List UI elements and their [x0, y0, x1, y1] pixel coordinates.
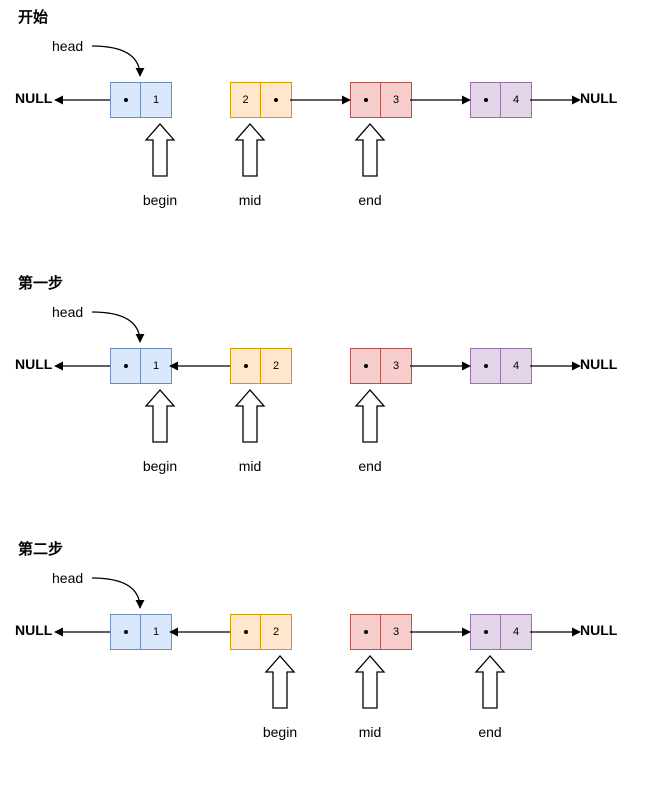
- node-pointer-cell: [261, 83, 291, 117]
- list-node: 4: [470, 348, 532, 384]
- null-left: NULL: [15, 90, 52, 106]
- dot-icon: [124, 630, 128, 634]
- arrows-overlay: [0, 4, 668, 264]
- head-label: head: [52, 304, 83, 320]
- node-value: 3: [381, 349, 411, 383]
- node-value: 4: [501, 615, 531, 649]
- node-value: 2: [261, 349, 291, 383]
- pointer-arrow-icon: [356, 124, 384, 176]
- dot-icon: [484, 364, 488, 368]
- dot-icon: [244, 630, 248, 634]
- null-right: NULL: [580, 622, 617, 638]
- node-value: 3: [381, 83, 411, 117]
- node-pointer-cell: [111, 83, 141, 117]
- node-pointer-cell: [471, 615, 501, 649]
- pointer-arrow-icon: [146, 390, 174, 442]
- panel-title: 第二步: [18, 538, 63, 559]
- pointer-label: end: [345, 458, 395, 474]
- panel-0: 开始head NULL NULL 1 2 3 4 begin mid end: [0, 4, 668, 264]
- dot-icon: [274, 98, 278, 102]
- pointer-arrow-icon: [236, 390, 264, 442]
- dot-icon: [364, 98, 368, 102]
- list-node: 4: [470, 614, 532, 650]
- node-value: 3: [381, 615, 411, 649]
- head-arrow: [92, 312, 140, 342]
- panel-title: 第一步: [18, 272, 63, 293]
- list-node: 3: [350, 348, 412, 384]
- pointer-label: end: [465, 724, 515, 740]
- node-pointer-cell: [351, 83, 381, 117]
- node-value: 4: [501, 349, 531, 383]
- panel-1: 第一步 head NULL NULL 1 2 3 4 begin mid end: [0, 270, 668, 530]
- node-value: 1: [141, 83, 171, 117]
- node-value: 1: [141, 615, 171, 649]
- dot-icon: [484, 98, 488, 102]
- pointer-arrow-icon: [146, 124, 174, 176]
- node-value: 4: [501, 83, 531, 117]
- pointer-arrow-icon: [356, 656, 384, 708]
- list-node: 3: [350, 614, 412, 650]
- panel-2: 第二步 head NULL NULL 1 2 3 4 begin mid end: [0, 536, 668, 796]
- node-pointer-cell: [231, 349, 261, 383]
- node-pointer-cell: [351, 615, 381, 649]
- dot-icon: [364, 630, 368, 634]
- head-label: head: [52, 38, 83, 54]
- node-pointer-cell: [111, 615, 141, 649]
- pointer-label: mid: [225, 192, 275, 208]
- pointer-label: mid: [345, 724, 395, 740]
- pointer-label: begin: [255, 724, 305, 740]
- list-node: 4: [470, 82, 532, 118]
- pointer-label: end: [345, 192, 395, 208]
- node-pointer-cell: [111, 349, 141, 383]
- node-value: 1: [141, 349, 171, 383]
- node-pointer-cell: [231, 615, 261, 649]
- null-right: NULL: [580, 90, 617, 106]
- head-arrow: [92, 578, 140, 608]
- node-pointer-cell: [351, 349, 381, 383]
- list-node: 2: [230, 82, 292, 118]
- dot-icon: [364, 364, 368, 368]
- list-node: 1: [110, 614, 172, 650]
- node-pointer-cell: [471, 349, 501, 383]
- node-value: 2: [261, 615, 291, 649]
- list-node: 2: [230, 348, 292, 384]
- dot-icon: [484, 630, 488, 634]
- dot-icon: [124, 98, 128, 102]
- node-value: 2: [231, 83, 261, 117]
- list-node: 1: [110, 348, 172, 384]
- arrows-overlay: [0, 270, 668, 530]
- node-pointer-cell: [471, 83, 501, 117]
- pointer-arrow-icon: [356, 390, 384, 442]
- pointer-label: begin: [135, 458, 185, 474]
- pointer-arrow-icon: [476, 656, 504, 708]
- head-label: head: [52, 570, 83, 586]
- list-node: 3: [350, 82, 412, 118]
- null-left: NULL: [15, 356, 52, 372]
- list-node: 2: [230, 614, 292, 650]
- null-right: NULL: [580, 356, 617, 372]
- null-left: NULL: [15, 622, 52, 638]
- pointer-label: begin: [135, 192, 185, 208]
- arrows-overlay: [0, 536, 668, 796]
- pointer-arrow-icon: [266, 656, 294, 708]
- pointer-arrow-icon: [236, 124, 264, 176]
- panel-title: 开始: [18, 6, 48, 27]
- pointer-label: mid: [225, 458, 275, 474]
- dot-icon: [244, 364, 248, 368]
- dot-icon: [124, 364, 128, 368]
- list-node: 1: [110, 82, 172, 118]
- head-arrow: [92, 46, 140, 76]
